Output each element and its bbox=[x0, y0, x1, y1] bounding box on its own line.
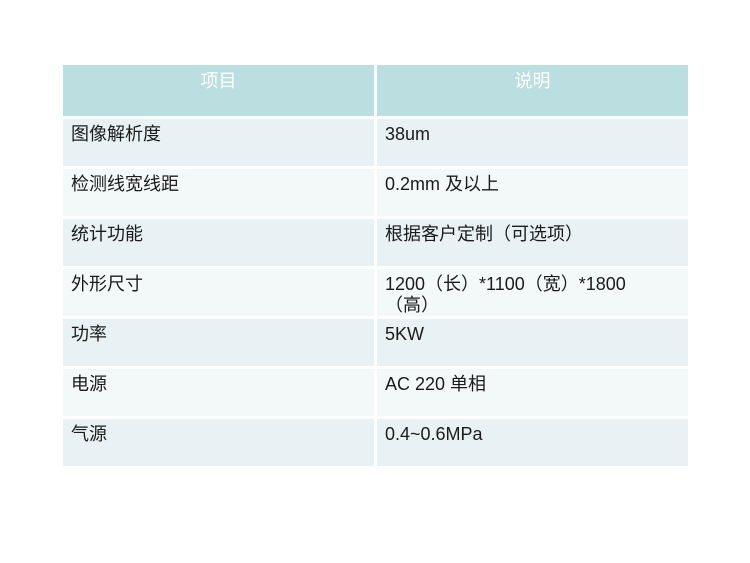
table-row: 统计功能 根据客户定制（可选项） bbox=[63, 219, 688, 266]
table-row: 外形尺寸 1200（长）*1100（宽）*1800 （高） bbox=[63, 269, 688, 316]
row-item-label: 统计功能 bbox=[63, 219, 374, 266]
table-row: 电源 AC 220 单相 bbox=[63, 369, 688, 416]
row-description-value: 38um bbox=[377, 119, 688, 166]
row-description-value: 根据客户定制（可选项） bbox=[377, 219, 688, 266]
table-row: 图像解析度 38um bbox=[63, 119, 688, 166]
row-item-label: 功率 bbox=[63, 319, 374, 366]
row-description-value: 1200（长）*1100（宽）*1800 （高） bbox=[377, 269, 688, 316]
row-description-value: 0.4~0.6MPa bbox=[377, 419, 688, 466]
table-header-row: 项目 说明 bbox=[63, 65, 688, 116]
row-description-value: 5KW bbox=[377, 319, 688, 366]
row-item-label: 电源 bbox=[63, 369, 374, 416]
row-description-value: AC 220 单相 bbox=[377, 369, 688, 416]
column-header-item: 项目 bbox=[63, 65, 374, 116]
spec-table: 项目 说明 图像解析度 38um 检测线宽线距 0.2mm 及以上 统计功能 根… bbox=[63, 65, 688, 466]
row-description-value: 0.2mm 及以上 bbox=[377, 169, 688, 216]
table-row: 检测线宽线距 0.2mm 及以上 bbox=[63, 169, 688, 216]
row-item-label: 气源 bbox=[63, 419, 374, 466]
table-row: 气源 0.4~0.6MPa bbox=[63, 419, 688, 466]
row-item-label: 检测线宽线距 bbox=[63, 169, 374, 216]
column-header-description: 说明 bbox=[377, 65, 688, 116]
row-item-label: 图像解析度 bbox=[63, 119, 374, 166]
table-row: 功率 5KW bbox=[63, 319, 688, 366]
row-item-label: 外形尺寸 bbox=[63, 269, 374, 316]
